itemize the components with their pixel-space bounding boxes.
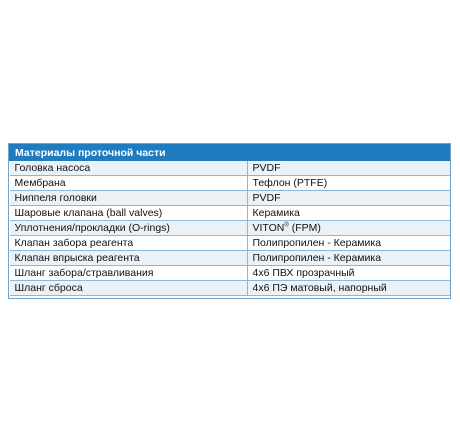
material-value: Полипропилен - Керамика <box>247 250 451 266</box>
material-part-name: Мембрана <box>9 175 248 191</box>
material-part-name: Шланг сброса <box>9 280 248 296</box>
material-part-name: Шаровые клапана (ball valves) <box>9 205 248 221</box>
table-row: Головка насоса PVDF <box>9 160 451 176</box>
material-value: PVDF <box>247 160 451 176</box>
material-value: Керамика <box>247 205 451 221</box>
table-row: Шаровые клапана (ball valves) Керамика <box>9 205 451 221</box>
table-row: Шланг сброса 4x6 ПЭ матовый, напорный <box>9 280 451 296</box>
table-title: Материалы проточной части <box>9 144 451 161</box>
table-row: Мембрана Тефлон (PTFE) <box>9 175 451 191</box>
material-part-name: Уплотнения/прокладки (O-rings) <box>9 220 248 236</box>
material-part-name: Головка насоса <box>9 160 248 176</box>
material-value: Тефлон (PTFE) <box>247 175 451 191</box>
material-part-name: Ниппеля головки <box>9 190 248 206</box>
material-part-name: Клапан забора реагента <box>9 235 248 251</box>
material-value: 4x6 ПЭ матовый, напорный <box>247 280 451 296</box>
material-value: 4x6 ПВХ прозрачный <box>247 265 451 281</box>
material-value-main: VITON <box>252 221 285 234</box>
table-row: Клапан забора реагента Полипропилен - Ке… <box>9 235 451 251</box>
material-value: VITON® (FPM) <box>247 220 451 236</box>
materials-table: Материалы проточной части Головка насоса… <box>9 144 451 296</box>
material-value: PVDF <box>247 190 451 206</box>
table-row: Уплотнения/прокладки (O-rings) VITON® (F… <box>9 220 451 236</box>
table-row: Клапан впрыска реагента Полипропилен - К… <box>9 250 451 266</box>
material-value: Полипропилен - Керамика <box>247 235 451 251</box>
table-header-row: Материалы проточной части <box>9 144 451 161</box>
material-value-suffix: (FPM) <box>288 221 321 234</box>
material-part-name: Клапан впрыска реагента <box>9 250 248 266</box>
registered-mark: ® <box>284 222 289 228</box>
table-row: Ниппеля головки PVDF <box>9 190 451 206</box>
table-row: Шланг забора/стравливания 4x6 ПВХ прозра… <box>9 265 451 281</box>
material-part-name: Шланг забора/стравливания <box>9 265 248 281</box>
